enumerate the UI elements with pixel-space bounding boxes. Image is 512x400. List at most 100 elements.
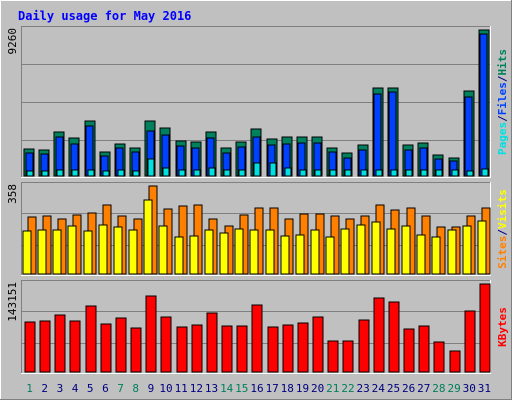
bar-pages-day-23 [360, 169, 368, 177]
bar-kbytes-day-5 [85, 305, 97, 373]
day-label-29: 29 [447, 382, 460, 395]
bar-visits-day-10 [158, 225, 168, 275]
day-label-2: 2 [41, 382, 48, 395]
bar-pages-day-30 [466, 170, 474, 177]
axis-legend-word: Visits [496, 189, 509, 229]
bar-pages-day-29 [451, 169, 459, 177]
bar-visits-day-30 [462, 225, 472, 275]
bar-kbytes-day-17 [267, 326, 279, 373]
panel-max-label: 9260 [6, 28, 19, 55]
bar-kbytes-day-28 [433, 341, 445, 373]
axis-legend-word: / [496, 75, 509, 82]
day-label-19: 19 [296, 382, 309, 395]
bar-pages-day-10 [162, 167, 170, 177]
bar-kbytes-day-4 [69, 320, 81, 373]
bar-pages-day-7 [117, 169, 125, 177]
bar-visits-day-18 [280, 235, 290, 275]
bar-visits-day-4 [67, 225, 77, 275]
bar-kbytes-day-12 [191, 324, 203, 373]
day-label-4: 4 [72, 382, 79, 395]
bar-kbytes-day-1 [24, 321, 36, 373]
panel-axis-legend: Pages/Files/Hits [496, 49, 509, 155]
day-label-28: 28 [432, 382, 445, 395]
bar-pages-day-27 [420, 169, 428, 177]
bar-pages-day-12 [193, 169, 201, 177]
bar-pages-day-1 [26, 170, 34, 177]
bar-pages-day-2 [41, 170, 49, 177]
axis-legend-word: KBytes [496, 307, 509, 347]
bar-pages-day-28 [435, 169, 443, 177]
bar-pages-day-20 [314, 169, 322, 177]
bar-kbytes-day-15 [236, 325, 248, 373]
day-label-1: 1 [26, 382, 33, 395]
bar-visits-day-8 [128, 229, 138, 275]
axis-legend-word: / [496, 115, 509, 122]
bar-kbytes-day-21 [327, 340, 339, 373]
bar-visits-day-3 [52, 229, 62, 275]
axis-legend-word: / [496, 229, 509, 236]
bar-pages-day-8 [132, 170, 140, 177]
day-label-5: 5 [87, 382, 94, 395]
day-label-31: 31 [478, 382, 491, 395]
bar-visits-day-11 [174, 236, 184, 275]
bar-kbytes-day-22 [342, 340, 354, 373]
panel-max-label: 143151 [6, 282, 19, 322]
bar-pages-day-16 [253, 162, 261, 177]
bar-pages-day-18 [284, 167, 292, 177]
bar-pages-day-22 [344, 169, 352, 177]
bar-kbytes-day-18 [282, 324, 294, 373]
bar-pages-day-3 [56, 169, 64, 177]
bar-visits-day-12 [189, 235, 199, 275]
bar-visits-day-9 [143, 199, 153, 275]
bar-visits-day-31 [477, 220, 487, 275]
bar-pages-day-21 [329, 169, 337, 177]
axis-legend-word: Sites [496, 236, 509, 269]
bar-kbytes-day-2 [39, 320, 51, 373]
bar-files-day-30 [464, 96, 473, 177]
bar-kbytes-day-13 [206, 312, 218, 373]
day-label-7: 7 [117, 382, 124, 395]
day-label-18: 18 [281, 382, 294, 395]
panel-axis-legend: KBytes [496, 307, 509, 347]
bar-pages-day-26 [405, 169, 413, 177]
bar-kbytes-day-14 [221, 325, 233, 373]
bar-pages-day-31 [481, 168, 489, 177]
bar-kbytes-day-10 [160, 316, 172, 373]
bar-files-day-5 [85, 125, 94, 177]
bar-pages-day-25 [390, 169, 398, 177]
panel-bottom: 143151 KBytes [6, 280, 509, 374]
bar-kbytes-day-20 [312, 316, 324, 373]
bar-visits-day-22 [340, 228, 350, 275]
axis-legend-word: Pages [496, 122, 509, 155]
bar-visits-day-6 [98, 224, 108, 275]
bar-files-day-25 [388, 91, 397, 177]
day-label-20: 20 [311, 382, 324, 395]
day-label-27: 27 [417, 382, 430, 395]
bar-kbytes-day-29 [449, 350, 461, 373]
panel-axis-legend: Sites/Visits [496, 189, 509, 269]
bar-pages-day-13 [208, 167, 216, 177]
bar-kbytes-day-23 [358, 319, 370, 373]
day-label-17: 17 [266, 382, 279, 395]
day-label-22: 22 [341, 382, 354, 395]
bar-pages-day-14 [223, 169, 231, 177]
bar-visits-day-1 [22, 230, 32, 275]
panel-middle: 358 Sites/Visits [6, 182, 509, 276]
bar-files-day-31 [479, 33, 488, 177]
day-label-13: 13 [205, 382, 218, 395]
day-label-30: 30 [463, 382, 476, 395]
bar-kbytes-day-26 [403, 328, 415, 373]
axis-legend-word: Hits [496, 49, 509, 76]
bar-visits-day-26 [401, 225, 411, 275]
axis-legend-word: Files [496, 82, 509, 115]
day-label-10: 10 [159, 382, 172, 395]
bar-kbytes-day-3 [54, 314, 66, 373]
bar-pages-day-17 [269, 162, 277, 177]
day-label-11: 11 [175, 382, 188, 395]
day-label-6: 6 [102, 382, 109, 395]
day-label-3: 3 [57, 382, 64, 395]
bar-pages-day-9 [147, 158, 155, 177]
day-label-16: 16 [250, 382, 263, 395]
bar-visits-day-5 [83, 230, 93, 275]
bar-visits-day-15 [234, 228, 244, 275]
